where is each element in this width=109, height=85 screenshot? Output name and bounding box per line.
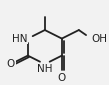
Text: NH: NH (37, 64, 53, 74)
Text: O: O (7, 59, 15, 69)
Text: O: O (58, 73, 66, 83)
Text: HN: HN (12, 34, 28, 44)
Text: OH: OH (91, 34, 107, 44)
